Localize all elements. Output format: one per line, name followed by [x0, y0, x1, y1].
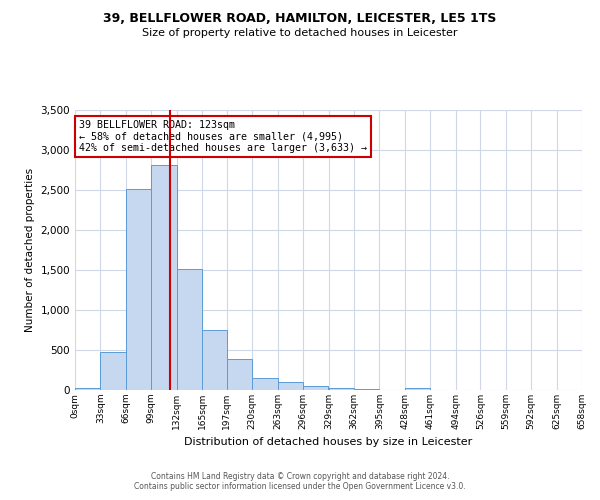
Text: Size of property relative to detached houses in Leicester: Size of property relative to detached ho… [142, 28, 458, 38]
Text: Contains HM Land Registry data © Crown copyright and database right 2024.: Contains HM Land Registry data © Crown c… [151, 472, 449, 481]
Bar [252, 378, 278, 390]
Bar [126, 189, 151, 390]
Bar [100, 352, 126, 390]
Bar [227, 359, 252, 390]
Bar [329, 388, 354, 390]
Bar [202, 330, 227, 390]
Text: 39 BELLFLOWER ROAD: 123sqm
← 58% of detached houses are smaller (4,995)
42% of s: 39 BELLFLOWER ROAD: 123sqm ← 58% of deta… [79, 120, 367, 153]
Bar [75, 388, 100, 390]
Y-axis label: Number of detached properties: Number of detached properties [25, 168, 35, 332]
Bar [354, 389, 379, 390]
Bar [177, 269, 202, 390]
Text: Contains public sector information licensed under the Open Government Licence v3: Contains public sector information licen… [134, 482, 466, 491]
Bar [151, 165, 177, 390]
Bar [303, 386, 329, 390]
Bar [405, 388, 430, 390]
X-axis label: Distribution of detached houses by size in Leicester: Distribution of detached houses by size … [184, 438, 473, 448]
Text: 39, BELLFLOWER ROAD, HAMILTON, LEICESTER, LE5 1TS: 39, BELLFLOWER ROAD, HAMILTON, LEICESTER… [103, 12, 497, 26]
Bar [278, 382, 303, 390]
